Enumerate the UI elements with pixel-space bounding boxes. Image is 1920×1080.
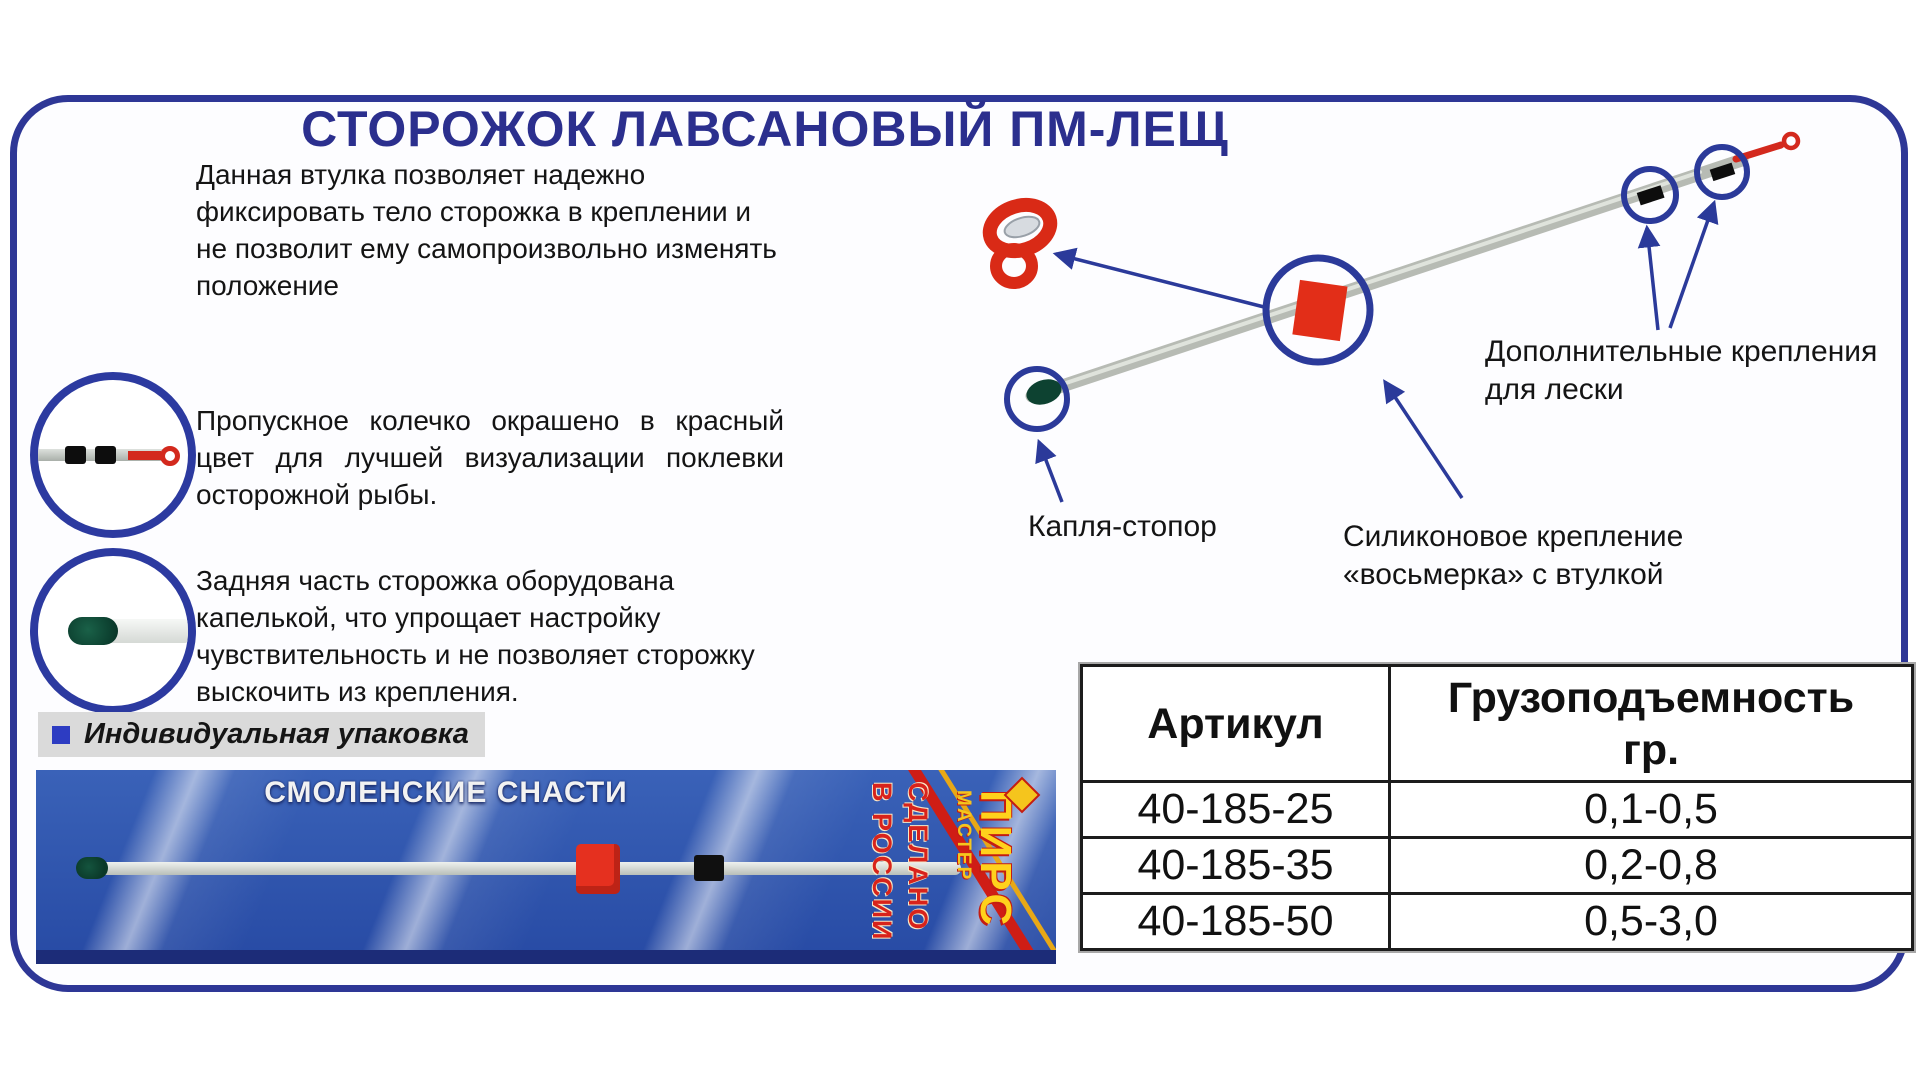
packaging-label-bar: Индивидуальная упаковка — [38, 712, 485, 757]
made-in-line2: В РОССИИ — [867, 782, 897, 942]
info-text-bushing: Данная втулка позволяет надежно фиксиров… — [196, 159, 777, 301]
cell-load: 0,2-0,8 — [1388, 836, 1914, 895]
tip-red-segment — [128, 451, 161, 460]
cell-article: 40-185-50 — [1080, 892, 1391, 951]
header-load-line1: Грузоподъемность — [1447, 673, 1855, 722]
made-in-line1: СДЕЛАНО — [903, 782, 933, 932]
brand-vertical-sub: МАСТЕР — [953, 790, 974, 882]
green-drop — [68, 617, 118, 645]
detail-circle-drop — [30, 548, 196, 714]
tip-fastener-1 — [65, 446, 86, 464]
packaging-label: Индивидуальная упаковка — [84, 718, 469, 750]
header-load: Грузоподъемность гр. — [1388, 664, 1914, 783]
packaged-green-drop — [76, 857, 108, 879]
detail-circle-tip — [30, 372, 196, 538]
header-load-line2: гр. — [1622, 725, 1680, 774]
table-row: 40-185-35 0,2-0,8 — [1080, 836, 1914, 895]
label-drop-stopper: Капля-стопор — [1028, 510, 1217, 543]
table-header-row: Артикул Грузоподъемность гр. — [1080, 664, 1914, 783]
label-silicone-mount: Силиконовое крепление «восьмерка» с втул… — [1343, 520, 1684, 591]
tip-fastener-2 — [95, 446, 116, 464]
brand-vertical-main: ПИРС — [971, 790, 1020, 930]
header-article: Артикул — [1080, 664, 1391, 783]
square-bullet-icon — [52, 725, 70, 744]
tip-red-ring — [159, 446, 180, 466]
brand-name: СМОЛЕНСКИЕ СНАСТИ — [264, 776, 628, 809]
packaged-red-cube — [576, 844, 620, 894]
info-text-ring: Пропускное колечко окрашено в красный цв… — [196, 405, 784, 510]
spec-table: Артикул Грузоподъемность гр. 40-185-25 0… — [1080, 664, 1914, 951]
made-in-russia-text: СДЕЛАНО В РОССИИ — [864, 782, 936, 954]
packaged-rod — [81, 862, 961, 875]
info-text-drop: Задняя часть сторожка оборудована капель… — [196, 565, 755, 707]
packaging-photo: СМОЛЕНСКИЕ СНАСТИ СДЕЛАНО В РОССИИ ПИРС … — [36, 770, 1056, 964]
cell-article: 40-185-25 — [1080, 780, 1391, 839]
brand-vertical-text: ПИРС МАСТЕР — [953, 790, 1020, 960]
page-title: СТОРОЖОК ЛАВСАНОВЫЙ ПМ-ЛЕЩ — [301, 101, 1229, 157]
table-row: 40-185-50 0,5-3,0 — [1080, 892, 1914, 951]
cell-article: 40-185-35 — [1080, 836, 1391, 895]
label-extra-mounts: Дополнительные крепления для лески — [1485, 335, 1878, 406]
packaged-black-band — [694, 855, 724, 881]
table-row: 40-185-25 0,1-0,5 — [1080, 780, 1914, 839]
packaging-bottom-strip — [36, 950, 1056, 964]
cell-load: 0,1-0,5 — [1388, 780, 1914, 839]
cell-load: 0,5-3,0 — [1388, 892, 1914, 951]
